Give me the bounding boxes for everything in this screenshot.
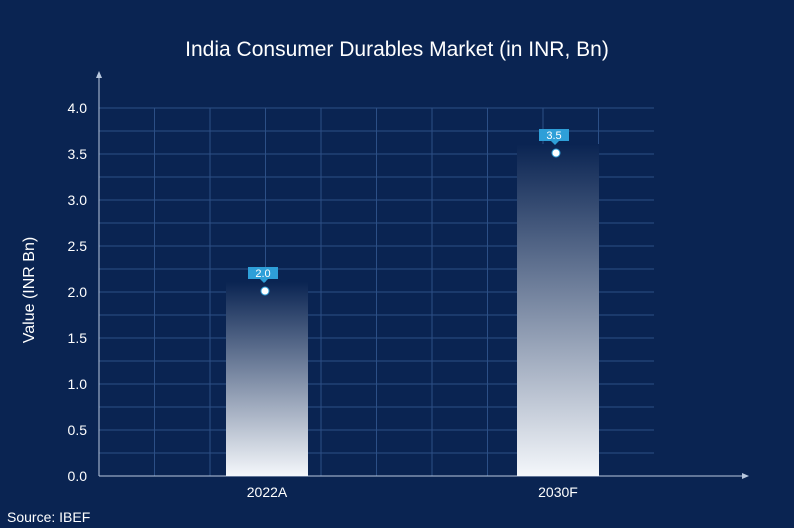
y-tick-label: 4.0 — [68, 100, 88, 116]
y-tick-label: 0.5 — [68, 422, 88, 438]
labels: 0.0 0.5 1.0 1.5 2.0 2.5 3.0 3.5 4.0 2022A 2.0 2030F… — [68, 100, 578, 500]
bars — [226, 144, 599, 476]
data-label-pointer — [260, 279, 268, 283]
data-label-box — [248, 267, 278, 279]
chart-title: India Consumer Durables Market (in INR, … — [185, 38, 609, 61]
x-axis-arrow — [742, 473, 749, 479]
y-tick-label: 2.5 — [68, 238, 88, 254]
y-tick-label: 1.5 — [68, 330, 88, 346]
axes — [96, 71, 749, 479]
data-label: 2.0 — [255, 268, 270, 280]
y-tick-label: 1.0 — [68, 376, 88, 392]
y-tick-label: 3.0 — [68, 192, 88, 208]
y-tick-label: 3.5 — [68, 146, 88, 162]
source-note: Source: IBEF — [7, 509, 91, 525]
data-point — [260, 286, 270, 296]
data-label-box — [539, 129, 569, 141]
data-point — [551, 148, 561, 158]
x-tick-label: 2030F — [538, 484, 578, 500]
x-tick-label: 2022A — [247, 484, 288, 500]
bar — [226, 282, 308, 476]
data-label-pointer — [551, 141, 559, 145]
data-label: 3.5 — [546, 130, 561, 142]
bar — [517, 144, 599, 476]
y-axis-arrow — [96, 71, 102, 78]
y-tick-label: 0.0 — [68, 468, 88, 484]
y-tick-label: 2.0 — [68, 284, 88, 300]
